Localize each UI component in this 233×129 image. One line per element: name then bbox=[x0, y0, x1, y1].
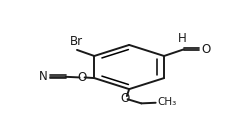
Text: O: O bbox=[78, 71, 87, 84]
Text: H: H bbox=[178, 32, 187, 45]
Text: O: O bbox=[121, 92, 130, 105]
Text: CH₃: CH₃ bbox=[157, 97, 176, 107]
Text: Br: Br bbox=[69, 35, 83, 48]
Text: N: N bbox=[39, 70, 48, 83]
Text: O: O bbox=[201, 43, 210, 56]
